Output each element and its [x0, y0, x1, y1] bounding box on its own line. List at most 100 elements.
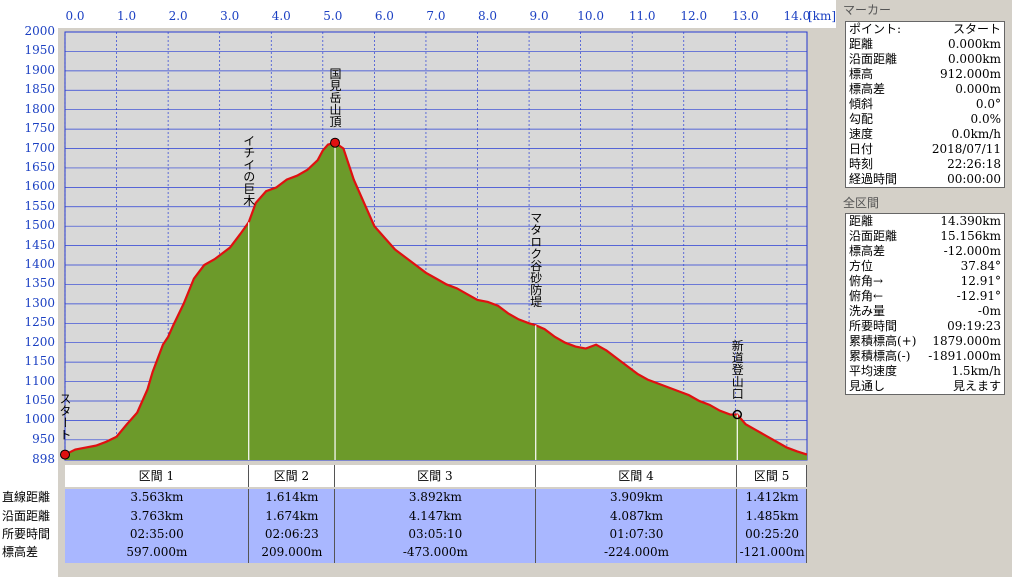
y-tick-label: 1100	[24, 373, 55, 388]
peak-marker	[330, 137, 341, 148]
section-value: -121.000m	[739, 545, 805, 559]
panel-key: 平均速度	[849, 364, 898, 378]
panel-value: 0.0%	[970, 112, 1002, 126]
x-tick-label: 11.0	[628, 9, 656, 23]
total-panel: 距離 14.390km 沿面距離 15.156km 標高差 -12.000m 方位 37.84…	[845, 213, 1005, 395]
panel-value: 0.000km	[947, 37, 1001, 51]
end-marker	[732, 409, 743, 420]
marker-panel: ポイント: スタート 距離 0.000km 沿面距離 0.000km 標高 912.000m 標…	[845, 21, 1005, 188]
section-header[interactable]: 区間 2	[248, 465, 336, 487]
elevation-area	[65, 142, 807, 461]
section-header[interactable]: 区間 4	[535, 465, 738, 487]
panel-value: -0m	[977, 304, 1001, 318]
panel-value: 0.000m	[955, 82, 1001, 96]
panel-row: 距離 0.000km	[846, 37, 1004, 52]
y-tick-label: 1800	[24, 101, 55, 116]
x-tick-label: 3.0	[220, 9, 240, 23]
x-tick-label: 12.0	[680, 9, 708, 23]
x-tick-label: 4.0	[271, 9, 291, 23]
panel-row: 方位 37.84°	[846, 259, 1004, 274]
section-row-label: 沿面距離	[2, 509, 51, 523]
panel-key: 経過時間	[849, 172, 898, 186]
waypoint-label: スタート	[58, 393, 72, 441]
panel-row: 沿面距離 15.156km	[846, 229, 1004, 244]
panel-key: 俯角←	[849, 289, 884, 303]
y-axis-strip	[0, 0, 58, 577]
panel-key: 距離	[849, 214, 874, 228]
section-header[interactable]: 区間 1	[65, 465, 249, 487]
y-tick-label: 1400	[24, 257, 55, 272]
section-value: 3.892km	[408, 490, 462, 504]
y-tick-label: 1150	[24, 354, 55, 369]
section-value: 03:05:10	[408, 527, 463, 541]
panel-key: 標高	[849, 67, 874, 81]
panel-value: 09:19:23	[947, 319, 1001, 333]
y-tick-label: 2000	[24, 24, 55, 38]
section-value: 00:25:20	[745, 527, 800, 541]
y-tick-label: 1200	[24, 334, 55, 349]
panel-row: 洗み量 -0m	[846, 304, 1004, 319]
y-tick-label: 898	[32, 452, 55, 466]
x-tick-label: 2.0	[168, 9, 188, 23]
section-header[interactable]: 区間 3	[335, 465, 536, 487]
panel-value: -12.91°	[956, 289, 1001, 303]
panel-row: 沿面距離 0.000km	[846, 52, 1004, 67]
x-tick-label: 6.0	[374, 9, 394, 23]
panel-row: 日付 2018/07/11	[846, 142, 1004, 157]
y-tick-label: 1550	[24, 198, 55, 213]
x-tick-label: 14.0	[783, 9, 811, 23]
panel-key: 沿面距離	[849, 52, 898, 66]
panel-row: 平均速度 1.5km/h	[846, 364, 1004, 379]
section-header[interactable]: 区間 5	[737, 465, 807, 487]
section-value: 1.674km	[265, 509, 319, 523]
x-tick-label: 1.0	[117, 9, 137, 23]
section-value: 4.087km	[609, 509, 663, 523]
y-tick-label: 1950	[24, 43, 55, 58]
section-value: 209.000m	[261, 545, 323, 559]
waypoint-label: イチイの巨木	[242, 134, 256, 206]
panel-key: 沿面距離	[849, 229, 898, 243]
panel-value: 2018/07/11	[931, 142, 1001, 156]
waypoint-label: マタロク谷砂防堤	[529, 211, 543, 307]
elevation-line	[64, 141, 808, 456]
x-axis-strip	[58, 0, 836, 28]
section-value: 4.147km	[408, 509, 462, 523]
panel-value: スタート	[952, 22, 1001, 36]
y-tick-label: 1050	[24, 392, 55, 407]
x-tick-label: 13.0	[731, 9, 759, 23]
panel-row: 傾斜 0.0°	[846, 97, 1004, 112]
y-tick-label: 1350	[24, 276, 55, 291]
panel-key: 所要時間	[849, 319, 898, 333]
panel-key: 俯角→	[849, 274, 884, 288]
y-tick-label: 1600	[24, 179, 55, 194]
x-tick-label: 8.0	[477, 9, 498, 23]
waypoint-label: 新道登山口	[730, 338, 744, 399]
panel-row: 時刻 22:26:18	[846, 157, 1004, 172]
panel-value: 0.0km/h	[951, 127, 1001, 141]
section-value: 02:06:23	[264, 527, 319, 541]
panel-key: 累積標高(+)	[849, 334, 917, 348]
section-body	[737, 489, 807, 563]
section-row-label: 標高差	[2, 545, 39, 559]
y-tick-label: 1850	[24, 82, 55, 97]
y-tick-label: 1500	[24, 218, 55, 233]
x-tick-label: 10.0	[577, 9, 604, 23]
panel-row: 勾配 0.0%	[846, 112, 1004, 127]
panel-row: 距離 14.390km	[846, 214, 1004, 229]
x-tick-label: 0.0	[65, 9, 85, 23]
section-value: 3.563km	[130, 490, 184, 504]
panel-key: 洗み量	[849, 304, 886, 318]
y-tick-label: 1250	[24, 315, 55, 330]
y-tick-label: 1300	[24, 295, 55, 310]
section-body	[335, 489, 536, 563]
total-panel-title: 全区間	[843, 196, 880, 210]
panel-key: 見通し	[849, 379, 886, 393]
section-value: -473.000m	[402, 545, 468, 559]
panel-key: 勾配	[849, 112, 874, 126]
section-value: 3.763km	[130, 509, 184, 523]
panel-value: -1891.000m	[928, 349, 1001, 363]
panel-key: 速度	[849, 127, 874, 141]
start-marker	[60, 449, 70, 460]
